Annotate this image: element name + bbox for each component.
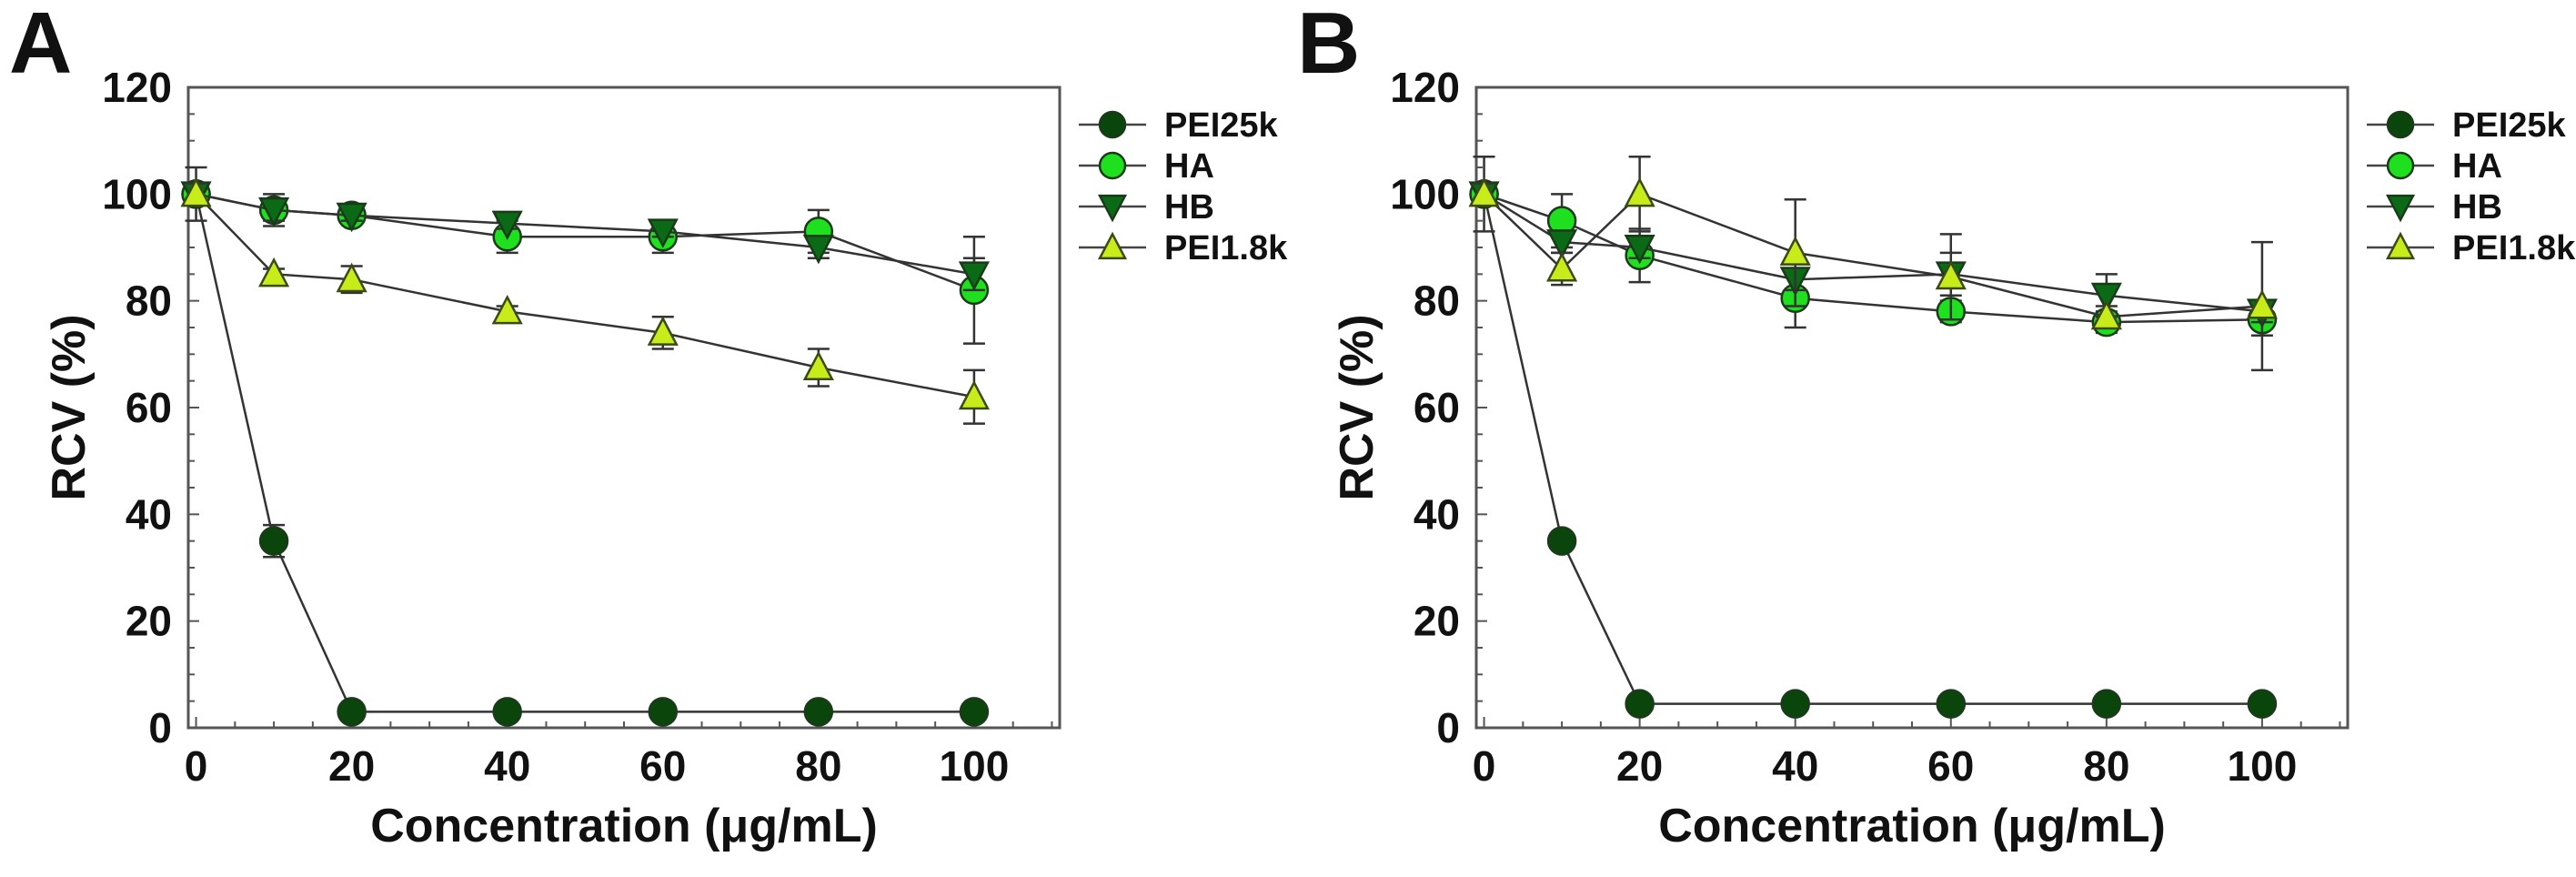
- x-tick-label: 100: [940, 742, 1010, 790]
- x-tick-label: 40: [484, 742, 530, 790]
- x-tick-label: 100: [2228, 742, 2298, 790]
- legend-label: PEI25k: [2452, 106, 2567, 145]
- x-tick-label: 40: [1772, 742, 1818, 790]
- legend-marker: [1098, 151, 1127, 180]
- y-tick-label: 40: [1414, 490, 1460, 538]
- y-tick-label: 20: [126, 598, 172, 645]
- legend-label: PEI1.8k: [2452, 229, 2576, 267]
- x-tick-label: 60: [1927, 742, 1974, 790]
- legend-label: HA: [2452, 147, 2502, 186]
- panel-label: B: [1297, 0, 1360, 92]
- data-point: [1546, 526, 1577, 556]
- data-point: [337, 697, 367, 727]
- series-line: [1483, 193, 2263, 313]
- data-point: [1546, 252, 1578, 282]
- data-point: [1624, 235, 1655, 265]
- y-tick-label: 20: [1414, 598, 1460, 645]
- legend-label: PEI1.8k: [1164, 229, 1288, 267]
- legend-label: HB: [1164, 188, 1214, 227]
- legend-marker: [2385, 231, 2416, 260]
- legend-label: PEI25k: [1164, 106, 1279, 145]
- y-axis-label: RCV (%): [43, 314, 96, 500]
- legend-label: HB: [2452, 188, 2502, 227]
- y-tick-label: 100: [102, 170, 172, 217]
- legend-marker: [1097, 231, 1128, 260]
- data-point: [1624, 176, 1655, 207]
- data-point: [2091, 689, 2122, 719]
- y-axis-label: RCV (%): [1331, 314, 1384, 500]
- data-point: [336, 262, 367, 293]
- data-point: [803, 697, 834, 727]
- data-point: [802, 235, 834, 265]
- data-point: [1780, 689, 1810, 719]
- data-point: [1625, 689, 1655, 719]
- data-point: [802, 350, 834, 380]
- data-point: [2090, 282, 2122, 313]
- x-axis-label: Concentration (μg/mL): [370, 800, 878, 852]
- x-tick-label: 80: [2083, 742, 2129, 790]
- data-point: [647, 316, 679, 346]
- x-tick-label: 80: [795, 742, 841, 790]
- legend-marker: [2386, 151, 2415, 180]
- data-point: [2247, 689, 2278, 719]
- panel-label: A: [9, 0, 72, 92]
- data-point: [647, 218, 679, 248]
- data-point: [2090, 299, 2122, 330]
- data-point: [1468, 176, 1500, 207]
- y-tick-label: 40: [126, 490, 172, 538]
- data-point: [492, 697, 522, 727]
- x-tick-label: 0: [1473, 742, 1496, 790]
- data-point: [648, 697, 679, 727]
- y-tick-label: 120: [1390, 64, 1460, 111]
- legend-marker: [1098, 110, 1127, 139]
- x-tick-label: 0: [185, 742, 208, 790]
- data-point: [2246, 289, 2278, 319]
- data-point: [180, 176, 212, 207]
- panel-a: A 0 20 40 60 80 100 120 0 20 40 60 80 100 Concentratio…: [9, 0, 1288, 852]
- data-point: [959, 697, 990, 727]
- y-tick-label: 80: [126, 277, 172, 325]
- panel-b: B 0 20 40 60 80 100 120 0 20 40 60 80 100 Concentratio…: [1297, 0, 2576, 852]
- data-point: [958, 261, 990, 291]
- data-point: [1779, 236, 1811, 266]
- x-tick-label: 20: [1616, 742, 1663, 790]
- data-point: [491, 294, 523, 325]
- y-tick-label: 100: [1390, 170, 1460, 217]
- legend-marker: [2386, 110, 2415, 139]
- data-point: [491, 210, 523, 241]
- x-tick-label: 60: [639, 742, 686, 790]
- series-line: [1484, 193, 2262, 324]
- series-line: [195, 194, 974, 713]
- legend-marker: [1097, 194, 1128, 223]
- y-tick-label: 120: [102, 64, 172, 111]
- y-tick-label: 80: [1414, 277, 1460, 325]
- data-point: [258, 257, 290, 287]
- legend-label: HA: [1164, 147, 1214, 186]
- y-tick-label: 60: [1414, 384, 1460, 431]
- data-point: [958, 379, 990, 410]
- series-line: [1483, 194, 2262, 705]
- y-tick-label: 0: [148, 704, 172, 751]
- data-point: [1935, 259, 1967, 290]
- plot-frame: [186, 86, 1062, 730]
- y-tick-label: 60: [126, 384, 172, 431]
- data-point: [1546, 229, 1578, 259]
- data-point: [336, 202, 367, 233]
- plot-frame: [1474, 86, 2350, 730]
- series-line: [196, 193, 975, 276]
- series-pei1.8k: [180, 176, 990, 425]
- y-tick-label: 0: [1436, 704, 1460, 751]
- x-axis-label: Concentration (μg/mL): [1658, 800, 2166, 852]
- data-point: [258, 526, 289, 556]
- data-point: [1936, 689, 1967, 719]
- legend-marker: [2385, 194, 2416, 223]
- data-point: [258, 197, 290, 227]
- series-pei25k: [181, 179, 990, 727]
- x-tick-label: 20: [328, 742, 375, 790]
- series-pei1.8k: [1468, 156, 2278, 372]
- series-line: [195, 193, 975, 398]
